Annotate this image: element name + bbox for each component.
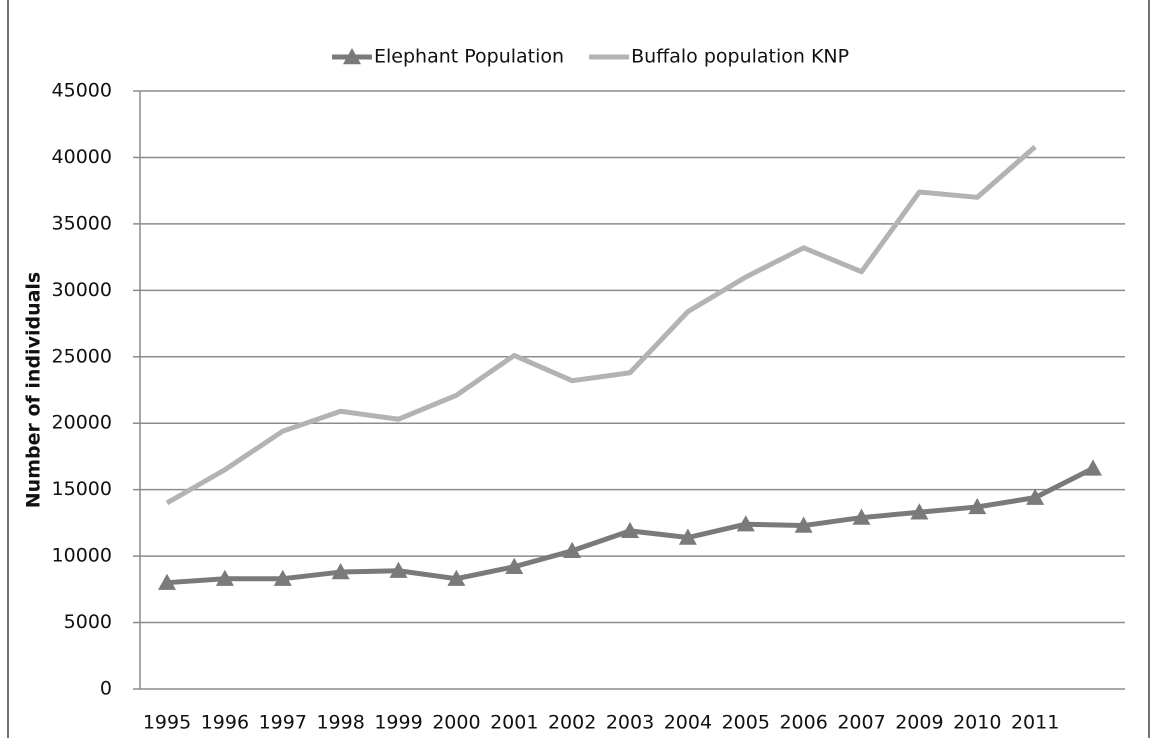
- marker: [389, 561, 408, 578]
- y-tick-label: 0: [100, 678, 112, 700]
- x-tick-label: 1999: [374, 712, 422, 734]
- marker: [852, 508, 871, 525]
- x-tick-label: 1998: [316, 712, 364, 734]
- y-tick-label: 30000: [52, 279, 112, 301]
- x-tick-label: 2006: [779, 712, 827, 734]
- y-tick-label: 45000: [52, 80, 112, 102]
- x-tick-label: 2009: [895, 712, 943, 734]
- x-tick-label: 2000: [432, 712, 480, 734]
- marker: [968, 497, 987, 515]
- x-tick-label: 2001: [490, 712, 538, 734]
- marker: [678, 528, 697, 545]
- x-tick-label: 1995: [143, 712, 191, 734]
- marker: [794, 516, 813, 533]
- y-tick-label: 5000: [64, 611, 112, 633]
- marker: [621, 521, 639, 539]
- y-tick-label: 20000: [52, 412, 112, 434]
- chart-frame: [7, 0, 1150, 738]
- x-tick-label: 1997: [259, 712, 307, 734]
- x-tick-label: 2005: [722, 712, 770, 734]
- marker: [331, 563, 350, 580]
- marker: [273, 569, 292, 586]
- marker: [1084, 459, 1102, 476]
- legend-label: Elephant Population: [374, 46, 564, 68]
- marker: [505, 557, 524, 574]
- x-tick-label: 2011: [1011, 712, 1059, 734]
- y-axis-label: Number of individuals: [23, 272, 45, 508]
- marker: [736, 515, 755, 532]
- marker: [158, 573, 176, 590]
- series-line: [165, 144, 1037, 506]
- y-tick-label: 25000: [52, 345, 112, 367]
- x-tick-label: 1996: [201, 712, 249, 734]
- x-tick-label: 2007: [837, 712, 885, 734]
- marker: [910, 503, 929, 520]
- legend-label: Buffalo population KNP: [631, 46, 849, 68]
- marker: [563, 541, 582, 558]
- marker: [447, 569, 466, 586]
- x-tick-label: 2010: [953, 712, 1001, 734]
- x-tick-label: 2003: [606, 712, 654, 734]
- legend-marker: [343, 48, 361, 65]
- y-tick-label: 15000: [52, 478, 112, 500]
- y-tick-label: 40000: [52, 146, 112, 168]
- marker: [215, 569, 234, 586]
- x-tick-label: 2004: [664, 712, 712, 734]
- y-tick-label: 35000: [52, 212, 112, 234]
- marker: [1026, 488, 1045, 505]
- x-tick-label: 2002: [548, 712, 596, 734]
- y-tick-label: 10000: [52, 545, 112, 567]
